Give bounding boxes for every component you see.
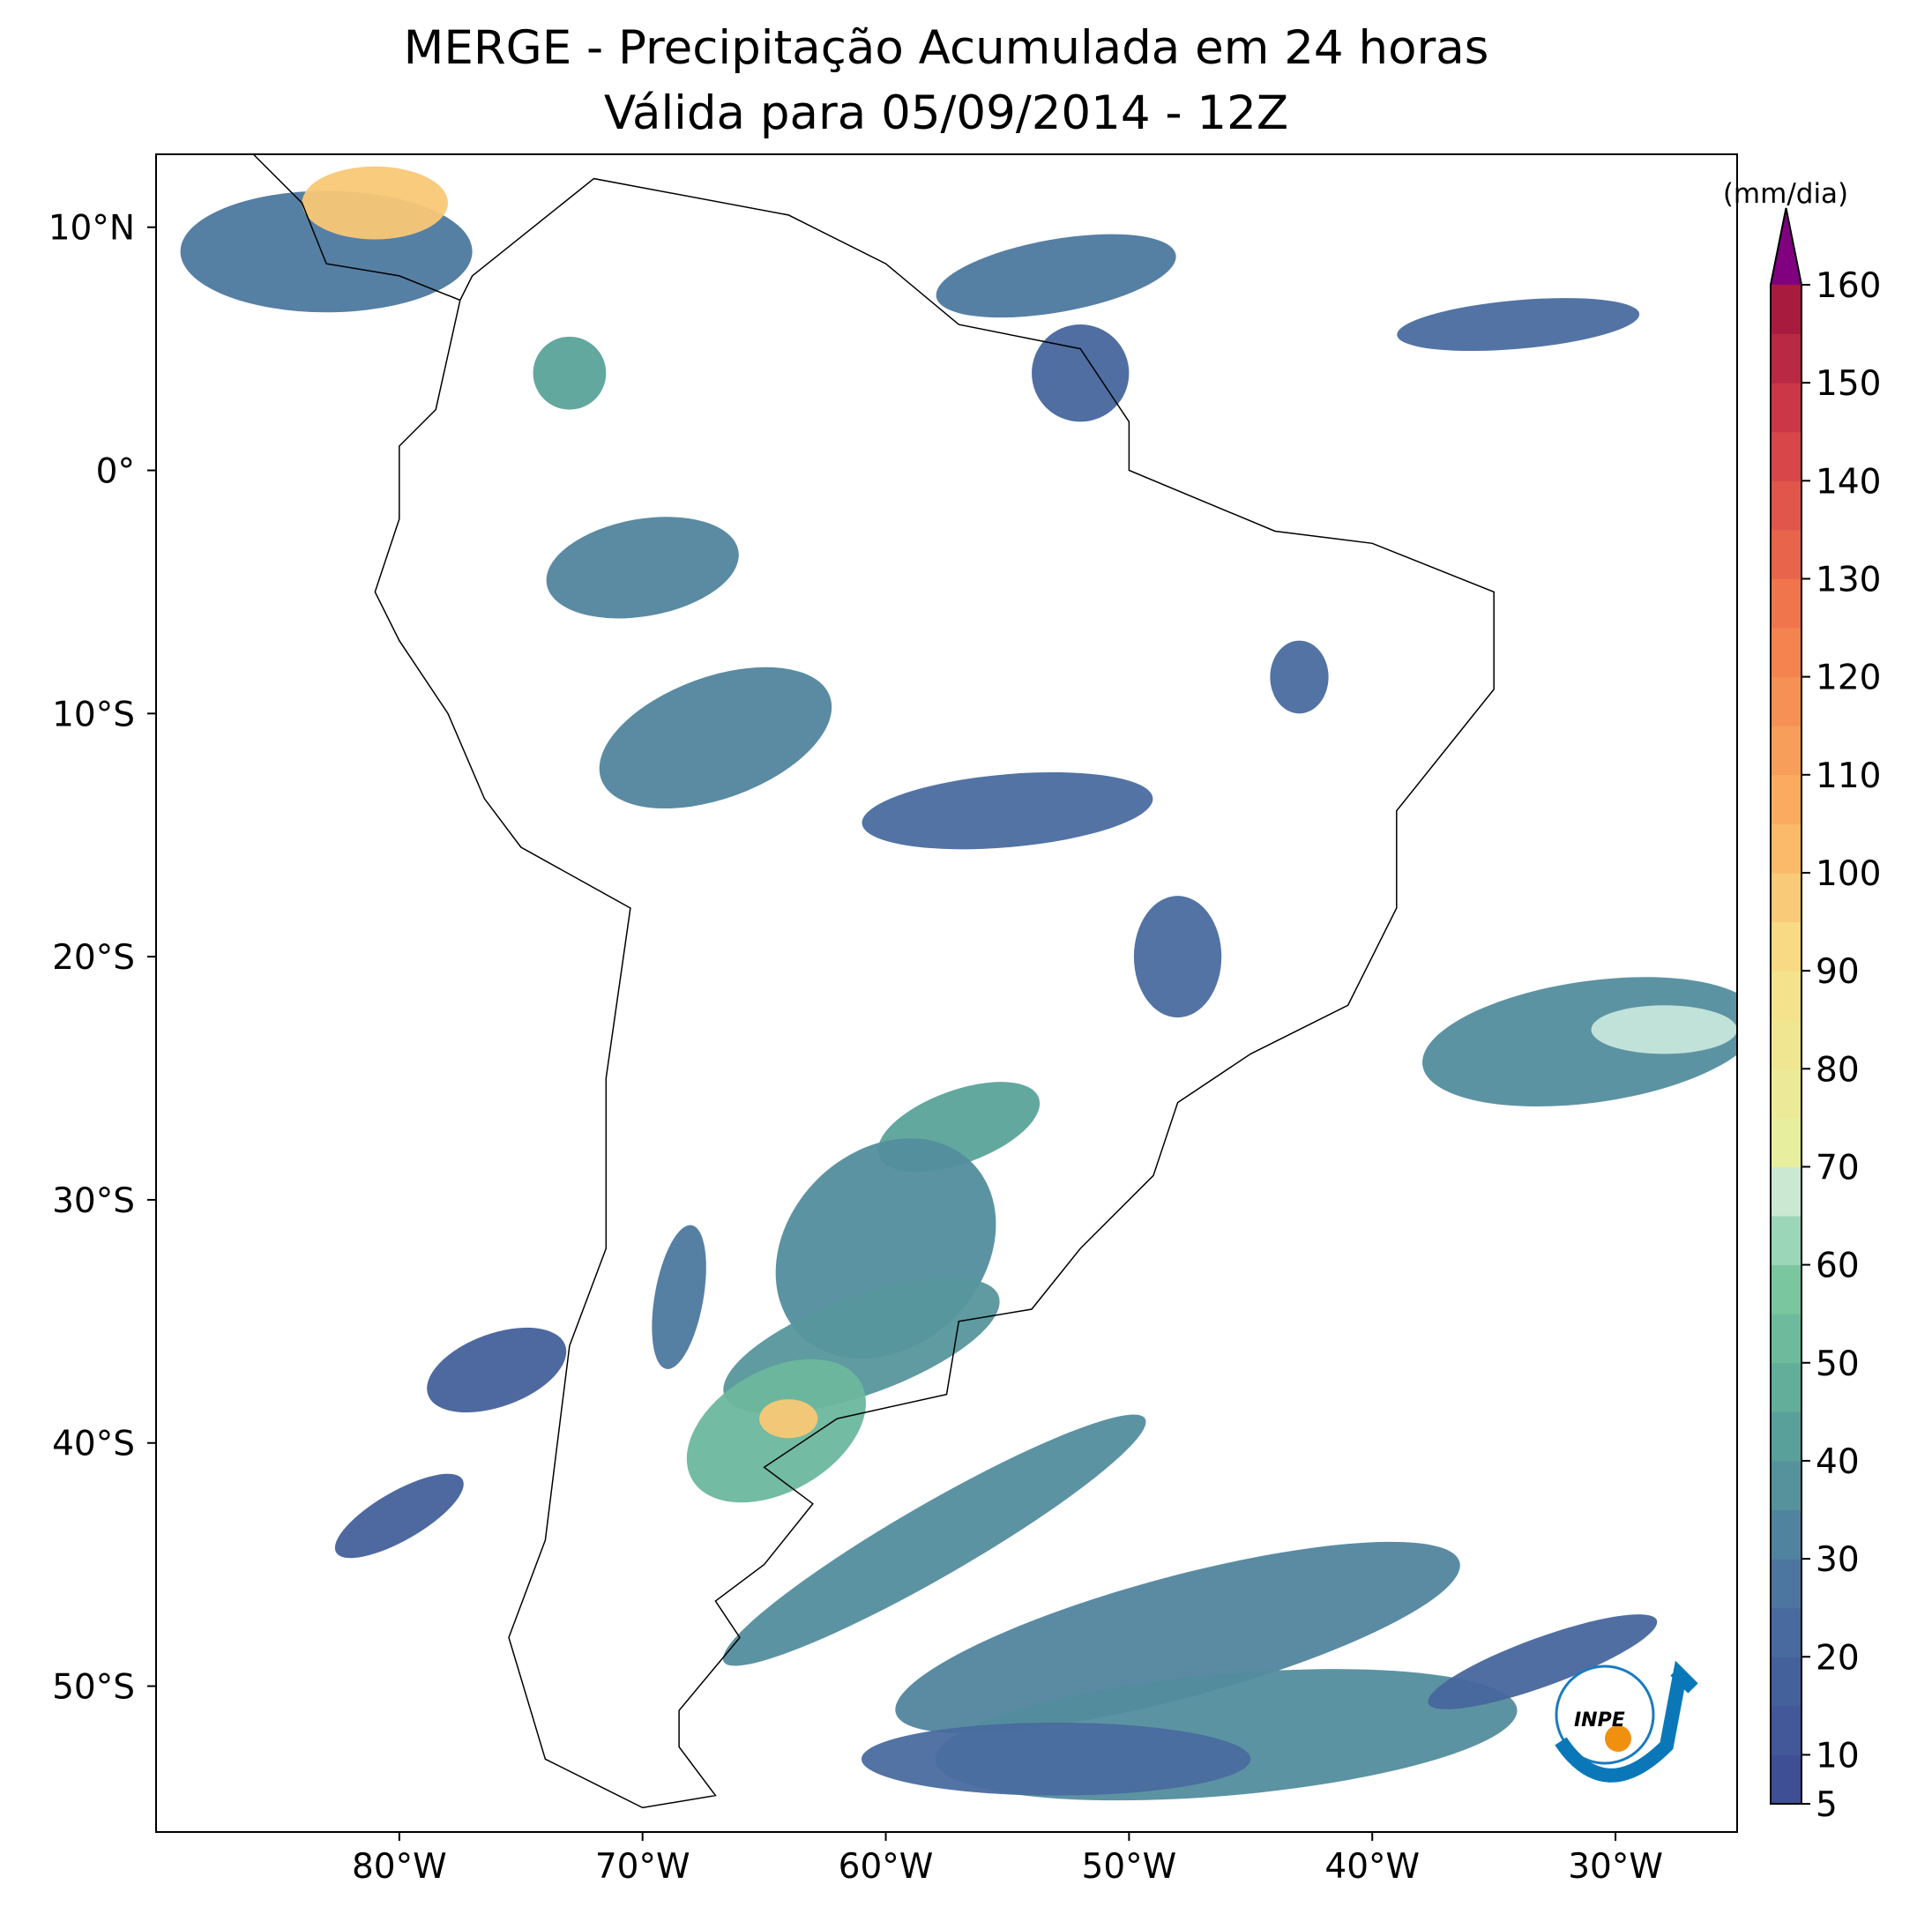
logo-dot — [1605, 1725, 1631, 1752]
colorbar-tick-label: 160 — [1816, 266, 1881, 306]
colorbar-band — [1771, 1509, 1801, 1560]
continent-outline — [374, 177, 1495, 1809]
colorbar-band — [1771, 1314, 1801, 1364]
precip-area — [427, 1327, 567, 1413]
colorbar-tick-label: 100 — [1816, 854, 1881, 894]
colorbar-band — [1771, 921, 1801, 972]
precip-area — [1591, 1005, 1737, 1054]
precip-area — [895, 1541, 1460, 1733]
colorbar-band — [1771, 1264, 1801, 1314]
colorbar-band — [1771, 1166, 1801, 1217]
precip-area — [1428, 1614, 1658, 1709]
subtitle: Válida para 05/09/2014 - 12Z — [604, 86, 1288, 140]
colorbar-band — [1771, 872, 1801, 923]
precip-area — [546, 517, 739, 619]
x-tick-label: 40°W — [1324, 1847, 1420, 1887]
map-area — [180, 154, 1737, 1809]
y-tick-label: 20°S — [52, 938, 135, 978]
colorbar-band — [1771, 431, 1801, 481]
x-tick-label: 60°W — [839, 1847, 934, 1887]
precip-area — [533, 336, 607, 410]
colorbar-band — [1771, 1069, 1801, 1119]
colorbar-band — [1771, 1657, 1801, 1707]
colorbar-tick-label: 120 — [1816, 659, 1881, 698]
colorbar-band — [1771, 1411, 1801, 1462]
colorbar-band — [1771, 1754, 1801, 1805]
colorbar-band — [1771, 333, 1801, 384]
colorbar-band — [1771, 1019, 1801, 1069]
colorbar-tick-label: 90 — [1816, 952, 1860, 992]
precip-area — [1133, 896, 1222, 1018]
precip-area — [652, 1225, 706, 1369]
y-tick-label: 10°S — [52, 695, 135, 734]
colorbar-band — [1771, 774, 1801, 824]
colorbar-band — [1771, 1607, 1801, 1657]
colorbar-band — [1771, 676, 1801, 726]
precip-area — [302, 166, 449, 240]
coastline — [252, 154, 461, 302]
y-tick-label: 30°S — [52, 1181, 135, 1221]
colorbar-tick-label: 40 — [1816, 1442, 1860, 1482]
colorbar-tick-label: 150 — [1816, 364, 1881, 404]
colorbar-band — [1771, 1362, 1801, 1412]
colorbar-band — [1771, 1460, 1801, 1511]
colorbar-extend — [1771, 208, 1801, 285]
colorbar-tick-label: 10 — [1816, 1736, 1860, 1776]
colorbar-tick-label: 20 — [1816, 1638, 1860, 1678]
colorbar-band — [1771, 529, 1801, 579]
colorbar-label: (mm/dia) — [1723, 178, 1848, 210]
precip-area — [759, 1399, 818, 1439]
x-tick-label: 80°W — [352, 1847, 447, 1887]
colorbar-tick-label: 30 — [1816, 1540, 1860, 1580]
colorbar-tick-label: 50 — [1816, 1344, 1860, 1384]
precip-area — [936, 234, 1176, 318]
precip-area — [862, 771, 1153, 850]
colorbar-band — [1771, 1559, 1801, 1609]
y-tick-label: 50°S — [52, 1668, 135, 1708]
colorbar-tick-label: 130 — [1816, 560, 1881, 600]
precip-area — [1032, 324, 1130, 422]
title: MERGE - Precipitação Acumulada em 24 hor… — [404, 21, 1489, 75]
colorbar-band — [1771, 383, 1801, 433]
y-tick-label: 40°S — [52, 1425, 135, 1464]
logo-ring — [1555, 1665, 1655, 1765]
colorbar-band — [1771, 628, 1801, 678]
colorbar-band — [1771, 1705, 1801, 1755]
precip-area — [334, 1473, 464, 1559]
colorbar-tick-label: 60 — [1816, 1247, 1860, 1286]
colorbar-band — [1771, 726, 1801, 776]
y-tick-label: 10°N — [48, 209, 135, 249]
x-tick-label: 30°W — [1568, 1847, 1663, 1887]
precip-area — [599, 667, 832, 809]
logo-arrow — [1555, 1660, 1698, 1783]
x-tick-label: 50°W — [1082, 1847, 1177, 1887]
map-frame — [155, 153, 1738, 1833]
colorbar-frame — [1770, 207, 1802, 1805]
colorbar-band — [1771, 285, 1801, 335]
colorbar-tick-label: 80 — [1816, 1050, 1860, 1090]
colorbar-band — [1771, 1216, 1801, 1266]
colorbar-band — [1771, 578, 1801, 629]
colorbar-band — [1771, 480, 1801, 531]
precip-area — [1270, 640, 1329, 714]
colorbar-band — [1771, 971, 1801, 1021]
precip-area — [861, 1722, 1251, 1796]
colorbar-band — [1771, 1117, 1801, 1167]
colorbar-tick-label: 110 — [1816, 756, 1881, 796]
colorbar-band — [1771, 823, 1801, 874]
colorbar-tick-label: 70 — [1816, 1148, 1860, 1188]
logo: INPE — [1555, 1660, 1698, 1783]
colorbar-tick-label: 5 — [1816, 1785, 1838, 1825]
logo-text: INPE — [1574, 1709, 1625, 1732]
precip-area — [1397, 298, 1640, 352]
colorbar-tick-label: 140 — [1816, 462, 1881, 502]
y-tick-label: 0° — [96, 452, 135, 492]
x-tick-label: 70°W — [595, 1847, 690, 1887]
precip-area — [722, 1414, 1146, 1666]
